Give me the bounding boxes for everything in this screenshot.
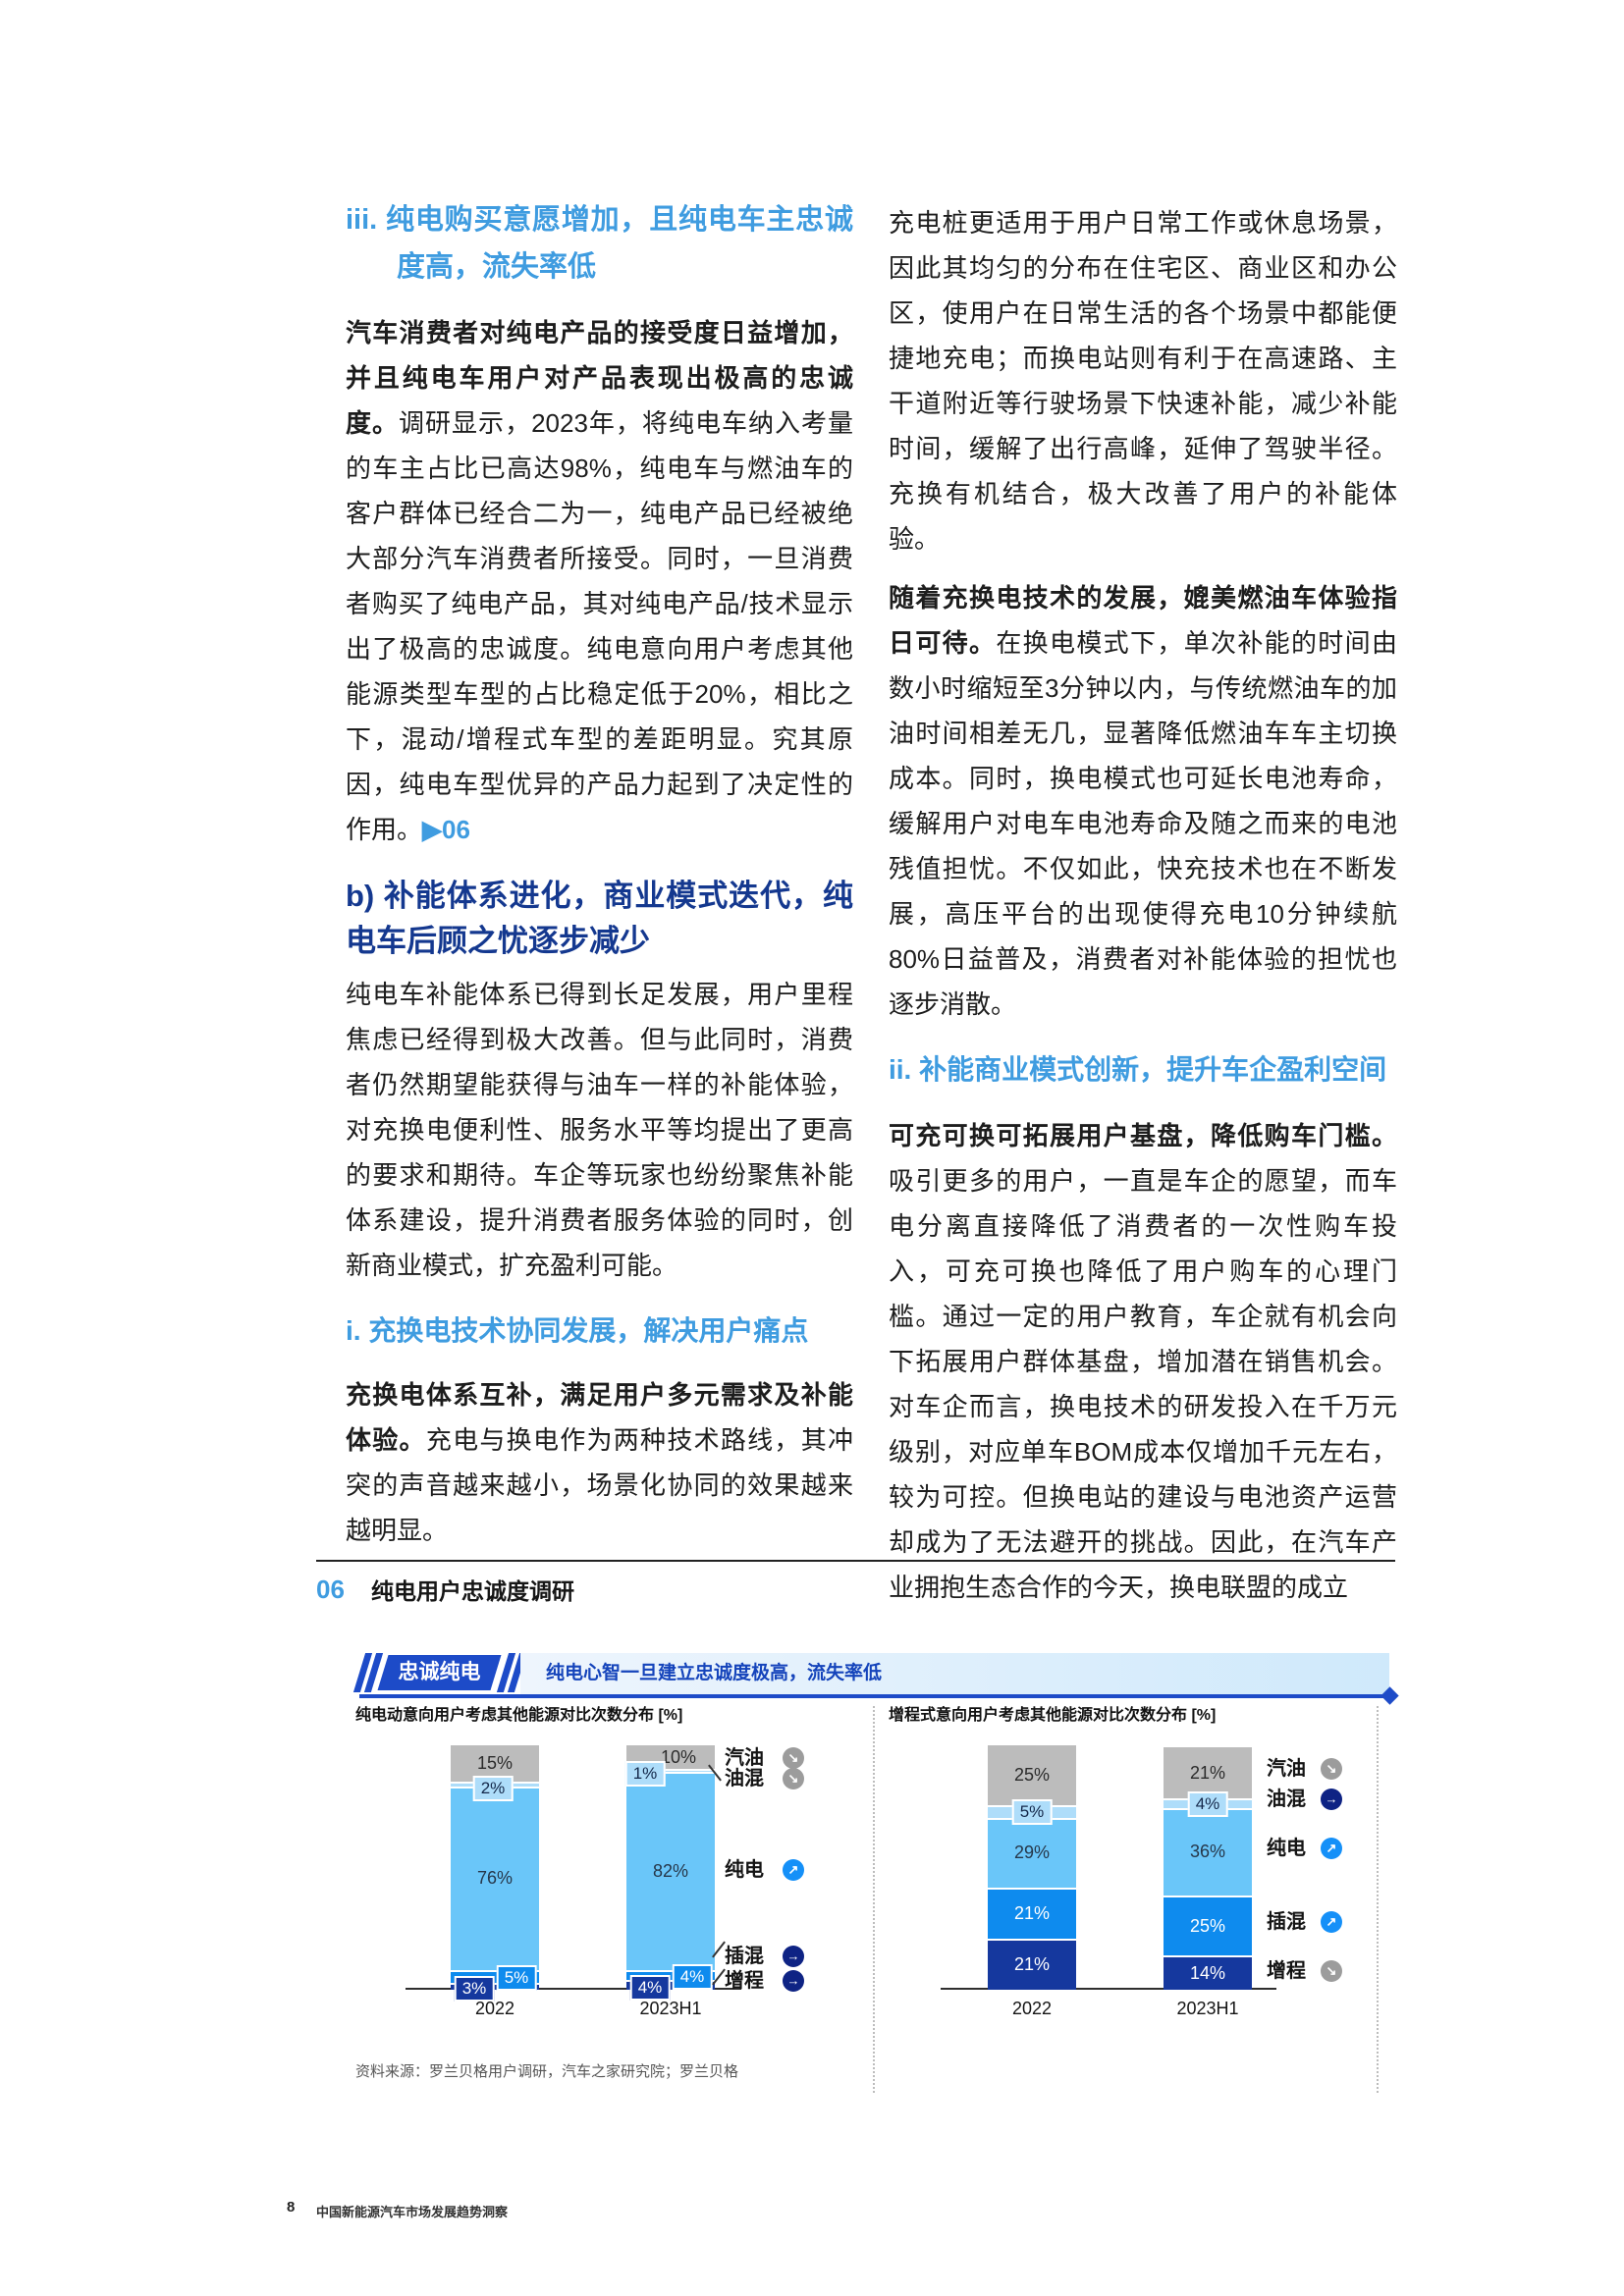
stacked-bar [988, 1744, 1076, 1990]
segment-label: 82% [652, 1860, 689, 1881]
trend-flat-icon: → [1321, 1789, 1342, 1810]
banner-underline [359, 1694, 1389, 1698]
stacked-bar [626, 1744, 715, 1990]
bar-segment [626, 1980, 715, 1990]
trend-up-icon: ↗ [1321, 1838, 1342, 1859]
chart-title-right: 增程式意向用户考虑其他能源对比次数分布 [%] [889, 1707, 1217, 1724]
figure-reference: ▶06 [422, 815, 470, 844]
segment-label: 36% [1189, 1842, 1226, 1862]
segment-label-chip: 2% [472, 1776, 514, 1802]
x-axis [941, 1988, 1276, 1990]
trend-down-icon: ↘ [783, 1747, 804, 1769]
bar-segment [626, 1771, 715, 1971]
bar-segment [626, 1970, 715, 1981]
bar-segment [988, 1888, 1076, 1940]
section-heading-iii: iii. 纯电购买意愿增加，且纯电车主忠诚度高，流失率低 [346, 204, 853, 283]
trend-flat-icon: → [783, 1970, 804, 1992]
segment-label: 21% [1013, 1954, 1051, 1975]
trend-down-icon: ↘ [1321, 1758, 1342, 1780]
banner-tag-label: 忠诚纯电 [398, 1661, 481, 1683]
bar-segment [988, 1744, 1076, 1806]
bar-segment [1164, 1747, 1252, 1798]
segment-label: 29% [1013, 1842, 1051, 1863]
legend-label: 增程 [725, 1970, 764, 1992]
paragraph: 可充可换可拓展用户基盘，降低购车门槛。吸引更多的用户，一直是车企的愿望，而车电分… [889, 1113, 1397, 1610]
figure-top-rule [316, 1560, 1395, 1562]
legend-label: 插混 [1267, 1911, 1306, 1933]
segment-label: 25% [1013, 1765, 1051, 1786]
source-note: 资料来源：罗兰贝格用户调研，汽车之家研究院；罗兰贝格 [355, 2063, 739, 2080]
paragraph-text: 在换电模式下，单次补能的时间由数小时缩短至3分钟以内，与传统燃油车的加油时间相差… [889, 628, 1397, 1019]
paragraph-text: 调研显示，2023年，将纯电车纳入考量的车主占比已高达98%，纯电车与燃油车的客… [346, 408, 853, 844]
legend-label: 油混 [725, 1768, 764, 1789]
paragraph-text: 充电与换电作为两种技术路线，其冲突的声音越来越小，场景化协同的效果越来越明显。 [346, 1425, 853, 1545]
segment-label: 15% [476, 1753, 514, 1774]
category-label: 2022 [1011, 1999, 1053, 2018]
bar-segment [988, 1817, 1076, 1889]
segment-label: 76% [476, 1868, 514, 1889]
section-heading-i: i. 充换电技术协同发展，解决用户痛点 [346, 1315, 809, 1346]
segment-label: 14% [1189, 1962, 1226, 1983]
paragraph: 随着充换电技术的发展，媲美燃油车体验指日可待。在换电模式下，单次补能的时间由数小… [889, 575, 1397, 1027]
legend-label: 汽油 [725, 1747, 764, 1769]
segment-label: 10% [660, 1746, 697, 1767]
paragraph-lead: 充换电体系互补，满足用户多元需求及补能体验。 [346, 1380, 853, 1455]
bar-segment [451, 1982, 539, 1990]
legend-label: 纯电 [725, 1859, 764, 1881]
category-label: 2023H1 [1176, 1999, 1239, 2018]
legend-label: 插混 [725, 1946, 764, 1967]
right-text-column: 充电桩更适用于用户日常工作或休息场景，因此其均匀的分布在住宅区、商业区和办公区，… [889, 200, 1397, 1610]
trend-up-icon: ↗ [1321, 1911, 1342, 1933]
paragraph: 汽车消费者对纯电产品的接受度日益增加，并且纯电车用户对产品表现出极高的忠诚度。调… [346, 310, 853, 852]
paragraph-text: 吸引更多的用户，一直是车企的愿望，而车电分离直接降低了消费者的一次性购车投入，可… [889, 1166, 1397, 1602]
paragraph-lead: 汽车消费者对纯电产品的接受度日益增加，并且纯电车用户对产品表现出极高的忠诚度。 [346, 318, 853, 438]
legend-label: 油混 [1267, 1789, 1306, 1810]
trend-up-icon: ↗ [783, 1859, 804, 1881]
legend-label: 增程 [1267, 1960, 1306, 1982]
segment-label-chip: 5% [1011, 1799, 1053, 1826]
paragraph: 纯电车补能体系已得到长足发展，用户里程焦虑已经得到极大改善。但与此同时，消费者仍… [346, 980, 853, 1280]
bar-segment [626, 1769, 715, 1772]
bar-segment [1164, 1895, 1252, 1956]
category-label: 2022 [474, 1999, 515, 2018]
chart-title-left: 纯电动意向用户考虑其他能源对比次数分布 [%] [355, 1707, 683, 1724]
section-heading-b: b) 补能体系进化，商业模式迭代，纯电车后顾之忧逐步减少 [346, 879, 853, 958]
bar-segment [988, 1939, 1076, 1990]
banner-tag: 忠诚纯电 [377, 1655, 502, 1690]
banner-headline-text: 纯电心智一旦建立忠诚度极高，流失率低 [546, 1663, 883, 1683]
segment-label-chip: 4% [672, 1964, 713, 1991]
bar-segment [1164, 1955, 1252, 1990]
bar-segment [451, 1744, 539, 1782]
legend-label: 纯电 [1267, 1838, 1306, 1859]
segment-label-chip: 4% [629, 1975, 671, 2002]
paragraph: 充换电体系互补，满足用户多元需求及补能体验。充电与换电作为两种技术路线，其冲突的… [346, 1372, 853, 1553]
figure-right-divider [1377, 1706, 1379, 2093]
legend-label: 汽油 [1267, 1758, 1306, 1780]
segment-label-chip: 3% [454, 1976, 495, 2002]
figure-number: 06 [316, 1575, 345, 1604]
category-label: 2023H1 [639, 1999, 702, 2018]
paragraph: 充电桩更适用于用户日常工作或休息场景，因此其均匀的分布在住宅区、商业区和办公区，… [889, 208, 1397, 554]
paragraph-lead: 可充可换可拓展用户基盘，降低购车门槛。 [889, 1121, 1397, 1150]
bar-segment [1164, 1807, 1252, 1896]
trend-down-icon: ↘ [783, 1768, 804, 1789]
left-text-column: iii. 纯电购买意愿增加，且纯电车主忠诚度高，流失率低 汽车消费者对纯电产品的… [346, 196, 853, 1553]
segment-label: 25% [1189, 1915, 1226, 1936]
x-axis [406, 1988, 741, 1990]
figure-title: 纯电用户忠诚度调研 [371, 1578, 574, 1604]
segment-label: 21% [1189, 1762, 1226, 1783]
banner-headline: 纯电心智一旦建立忠诚度极高，流失率低 [520, 1653, 1389, 1694]
segment-label-chip: 4% [1187, 1790, 1228, 1817]
trend-down-icon: ↘ [1321, 1960, 1342, 1982]
panel-divider [873, 1706, 875, 2093]
segment-label: 21% [1013, 1903, 1051, 1924]
footer-title: 中国新能源汽车市场发展趋势洞察 [316, 2205, 509, 2219]
segment-label-chip: 5% [496, 1965, 537, 1992]
footer-page-number: 8 [287, 2199, 296, 2216]
section-heading-ii: ii. 补能商业模式创新，提升车企盈利空间 [889, 1054, 1387, 1085]
segment-label-chip: 1% [624, 1761, 666, 1788]
paragraph-lead: 随着充换电技术的发展，媲美燃油车体验指日可待。 [889, 583, 1397, 658]
trend-flat-icon: → [783, 1946, 804, 1967]
